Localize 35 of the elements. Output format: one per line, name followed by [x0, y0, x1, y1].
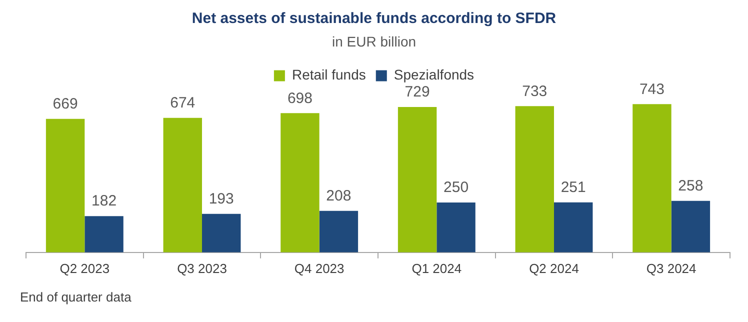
x-tick-label: Q1 2024 [412, 260, 462, 276]
bar [436, 202, 476, 252]
chart-subtitle: in EUR billion [332, 33, 416, 50]
x-tick-label: Q2 2023 [60, 260, 110, 276]
data-label: 208 [326, 188, 352, 205]
legend-label: Spezialfonds [394, 66, 474, 83]
data-label: 251 [560, 178, 586, 196]
x-tick-label: Q2 2024 [529, 260, 579, 276]
data-label: 698 [287, 90, 312, 107]
bar [671, 200, 710, 252]
data-label: 193 [208, 190, 234, 208]
text: End of quarter data [20, 290, 132, 305]
bar [202, 214, 241, 252]
data-label: 729 [404, 84, 430, 101]
bar [46, 118, 85, 252]
data-label: 258 [678, 178, 704, 195]
x-tick-label: Q3 2024 [646, 260, 696, 276]
bar [280, 113, 320, 252]
bar [319, 210, 358, 252]
data-label: 669 [52, 96, 78, 113]
data-label: 250 [444, 179, 469, 196]
bar [554, 202, 593, 252]
data-label: 733 [522, 82, 548, 100]
data-label: 743 [639, 80, 664, 98]
x-tick-label: Q4 2023 [294, 260, 344, 276]
bar [632, 104, 672, 252]
legend-label: Retail funds [292, 66, 366, 83]
data-label: 182 [92, 192, 117, 210]
bar [398, 106, 437, 252]
bar [84, 216, 124, 252]
x-tick-label: Q3 2023 [177, 260, 227, 276]
bar [163, 118, 202, 252]
bar [515, 106, 554, 252]
chart-title: Net assets of sustainable funds according to SFDR [192, 10, 556, 28]
data-label: 674 [170, 94, 196, 112]
